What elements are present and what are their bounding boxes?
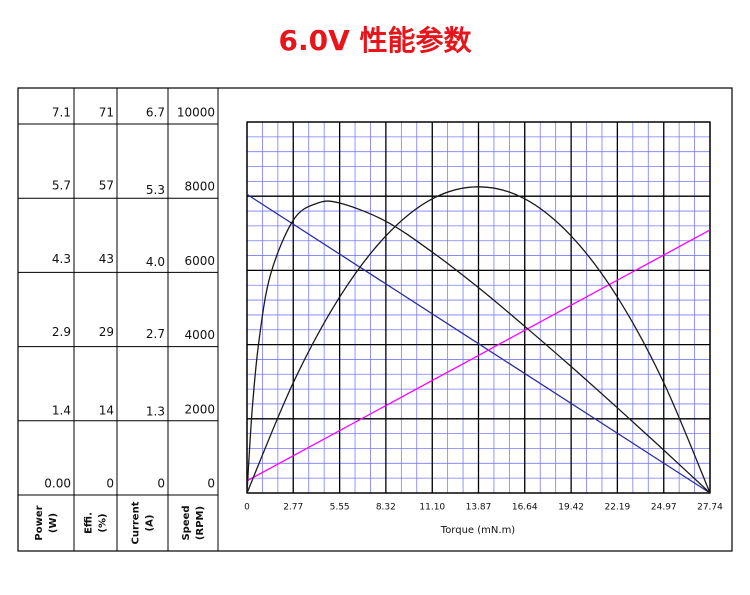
outer-frame <box>17 87 733 552</box>
y-tick-label: 0 <box>207 477 215 491</box>
x-tick-label: 27.74 <box>697 503 723 513</box>
y-tick-label: 6000 <box>184 254 215 268</box>
y-tick-label: 7.1 <box>52 106 71 120</box>
y-tick-label: 4.0 <box>146 255 165 269</box>
y-tick-label: 29 <box>99 325 114 339</box>
axis-unit: (%) <box>98 513 109 532</box>
y-tick-label: 8000 <box>184 180 215 194</box>
x-tick-label: 22.19 <box>604 503 630 513</box>
y-tick-label: 2.7 <box>146 327 165 341</box>
x-axis-label: Torque (mN.m) <box>440 525 516 536</box>
x-tick-label: 24.97 <box>651 503 677 513</box>
series-line <box>246 229 711 482</box>
y-tick-label: 5.7 <box>52 179 71 193</box>
y-tick-label: 43 <box>99 252 114 266</box>
y-tick-label: 4.3 <box>52 252 71 266</box>
axis-name: Power <box>34 505 45 540</box>
y-tick-label: 0.00 <box>44 477 71 491</box>
plot-frame <box>246 121 711 494</box>
series-line <box>246 200 711 494</box>
y-tick-label: 1.3 <box>146 405 165 419</box>
x-tick-label: 16.64 <box>512 503 538 513</box>
axis-name: Current <box>131 501 142 544</box>
y-tick-label: 4000 <box>184 328 215 342</box>
x-tick-label: 5.55 <box>330 503 350 513</box>
axis-unit: (A) <box>145 515 156 532</box>
y-tick-label: 2000 <box>184 402 215 416</box>
y-tick-label: 14 <box>99 403 114 417</box>
axis-name: Effi. <box>84 512 95 534</box>
y-tick-label: 71 <box>99 106 114 120</box>
x-tick-label: 11.10 <box>419 503 445 513</box>
x-tick-label: 2.77 <box>283 503 303 513</box>
axis-name: Speed <box>181 505 192 540</box>
x-tick-label: 0 <box>244 503 250 513</box>
y-tick-label: 1.4 <box>52 403 71 417</box>
series-line <box>246 186 711 494</box>
x-tick-label: 8.32 <box>376 503 396 513</box>
y-tick-label: 0 <box>106 477 114 491</box>
axis-unit: (RPM) <box>195 506 206 540</box>
y-tick-label: 0 <box>157 477 165 491</box>
y-tick-label: 2.9 <box>52 325 71 339</box>
y-tick-label: 5.3 <box>146 183 165 197</box>
y-tick-label: 57 <box>99 179 114 193</box>
x-tick-label: 19.42 <box>558 503 584 513</box>
y-tick-label: 10000 <box>177 106 215 120</box>
chart-title: 6.0V 性能参数 <box>278 24 472 57</box>
axis-unit: (W) <box>48 513 59 533</box>
x-tick-label: 13.87 <box>466 503 492 513</box>
y-tick-label: 6.7 <box>146 106 165 120</box>
